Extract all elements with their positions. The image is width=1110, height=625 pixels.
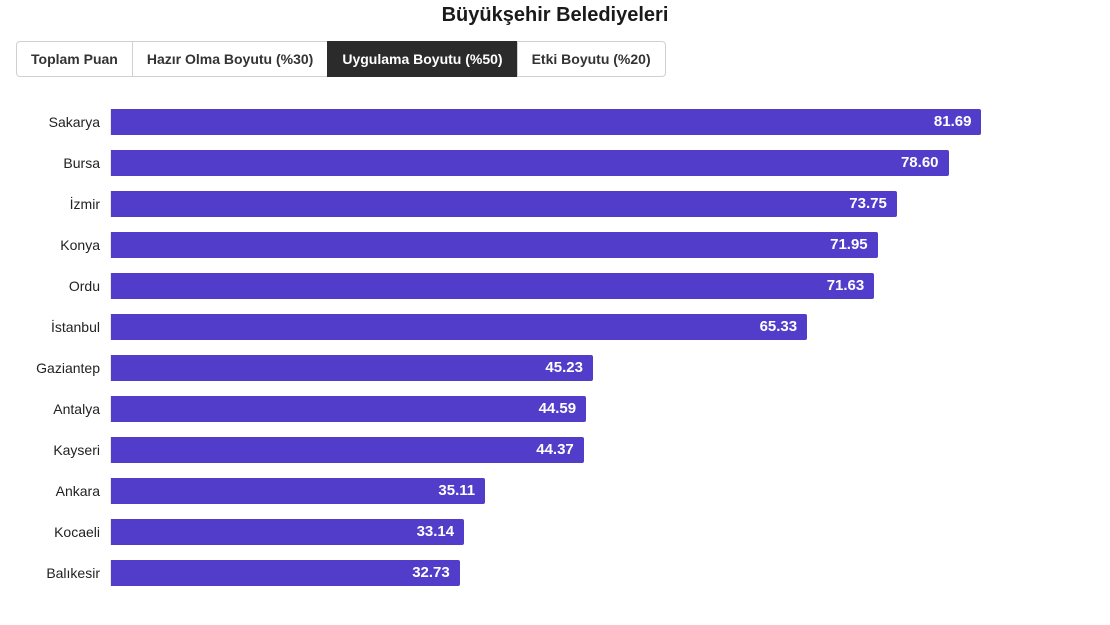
bar-value: 32.73 [412,564,450,581]
bar: 33.14 [111,519,464,545]
bar: 45.23 [111,355,593,381]
bar-label: Kayseri [20,442,110,458]
bar-track: 78.60 [110,150,1070,176]
tab-uygulama[interactable]: Uygulama Boyutu (%50) [327,41,517,77]
bar-value: 71.63 [827,277,865,294]
bar: 32.73 [111,560,460,586]
bar-row: İzmir 73.75 [20,183,1070,224]
bar: 78.60 [111,150,949,176]
bar-label: Gaziantep [20,360,110,376]
bar-value: 35.11 [438,482,475,499]
bar: 71.63 [111,273,874,299]
chart-title: Büyükşehir Belediyeleri [0,4,1110,27]
bar-value: 73.75 [849,195,887,212]
chart-area: Sakarya 81.69 Bursa 78.60 İzmir 73.75 Konya 71.… [20,101,1070,593]
bar-value: 78.60 [901,154,939,171]
bar-value: 45.23 [545,359,583,376]
tab-toplam-puan[interactable]: Toplam Puan [16,41,133,77]
bar: 71.95 [111,232,878,258]
bar-label: İzmir [20,196,110,212]
bar-label: Sakarya [20,114,110,130]
bar: 65.33 [111,314,807,340]
bar-track: 71.95 [110,232,1070,258]
bar: 81.69 [111,109,981,135]
tab-etki[interactable]: Etki Boyutu (%20) [517,41,666,77]
bar-track: 35.11 [110,478,1070,504]
bar-value: 65.33 [760,318,798,335]
bar-track: 73.75 [110,191,1070,217]
bar: 44.37 [111,437,584,463]
bar-row: Sakarya 81.69 [20,101,1070,142]
bar-row: Bursa 78.60 [20,142,1070,183]
bar-track: 81.69 [110,109,1070,135]
bar-row: Ordu 71.63 [20,265,1070,306]
bar-label: Kocaeli [20,524,110,540]
bar-label: Antalya [20,401,110,417]
bar-value: 44.59 [539,400,577,417]
bar-row: Kocaeli 33.14 [20,511,1070,552]
bar: 44.59 [111,396,586,422]
bar-value: 81.69 [934,113,972,130]
bar-track: 71.63 [110,273,1070,299]
bar-value: 44.37 [536,441,574,458]
bar-label: Ordu [20,278,110,294]
bar: 35.11 [111,478,485,504]
bar-row: Antalya 44.59 [20,388,1070,429]
tab-hazir-olma[interactable]: Hazır Olma Boyutu (%30) [132,41,328,77]
bar-track: 33.14 [110,519,1070,545]
bar-track: 45.23 [110,355,1070,381]
bar-track: 44.59 [110,396,1070,422]
bar-label: Bursa [20,155,110,171]
bar: 73.75 [111,191,897,217]
bar-label: Konya [20,237,110,253]
bar-label: Ankara [20,483,110,499]
bar-row: Konya 71.95 [20,224,1070,265]
bar-row: Kayseri 44.37 [20,429,1070,470]
bar-row: İstanbul 65.33 [20,306,1070,347]
bar-track: 32.73 [110,560,1070,586]
bar-row: Gaziantep 45.23 [20,347,1070,388]
bar-track: 65.33 [110,314,1070,340]
bar-label: İstanbul [20,319,110,335]
bar-value: 33.14 [417,523,455,540]
bar-track: 44.37 [110,437,1070,463]
bar-row: Ankara 35.11 [20,470,1070,511]
bar-row: Balıkesir 32.73 [20,552,1070,593]
bar-label: Balıkesir [20,565,110,581]
tabs-container: Toplam Puan Hazır Olma Boyutu (%30) Uygu… [16,41,1110,77]
bar-value: 71.95 [830,236,868,253]
